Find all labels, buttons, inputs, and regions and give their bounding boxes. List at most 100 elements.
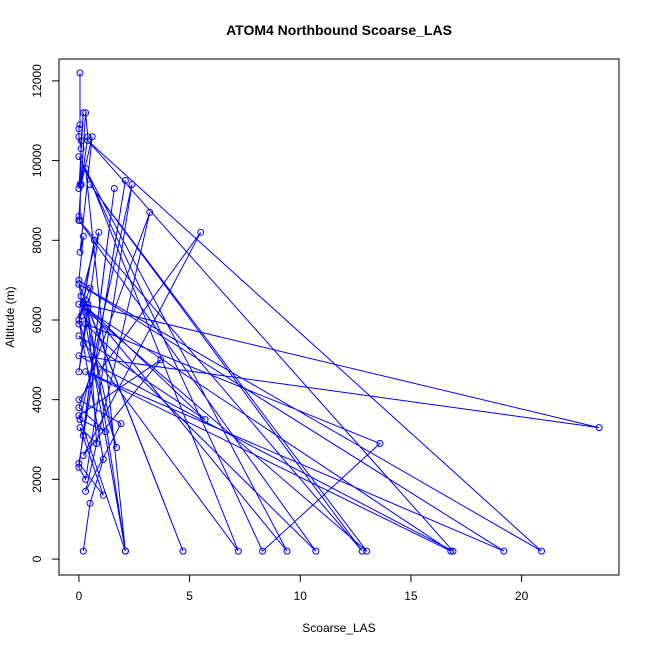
data-point (75, 276, 83, 284)
data-point (376, 440, 384, 447)
data-point (99, 491, 107, 499)
data-point (110, 185, 118, 192)
data-point (77, 292, 85, 300)
data-point (79, 340, 87, 348)
data-point (75, 332, 83, 340)
data-point (75, 125, 83, 133)
data-point (86, 284, 94, 292)
data-point (113, 444, 120, 451)
data-point (82, 165, 90, 173)
data-point (77, 181, 85, 188)
data-point (93, 440, 101, 447)
data-point (84, 300, 92, 308)
y-tick-label: 12000 (30, 64, 44, 98)
data-point (84, 133, 92, 141)
data-point (197, 228, 205, 236)
series-markers (75, 69, 603, 555)
data-point (121, 547, 129, 555)
x-tick-label: 0 (76, 589, 83, 603)
data-point (82, 487, 90, 495)
y-tick-label: 10000 (30, 144, 44, 178)
data-point (76, 416, 84, 424)
data-point (82, 368, 90, 376)
data-point (447, 547, 455, 555)
x-tick-label: 5 (186, 589, 193, 603)
data-point (86, 181, 94, 188)
data-point (99, 455, 107, 463)
data-point (76, 424, 84, 432)
data-point (79, 547, 87, 555)
data-point (363, 547, 371, 555)
data-point (75, 404, 83, 412)
data-point (76, 69, 84, 77)
y-tick-label: 8000 (30, 227, 44, 254)
data-point (128, 181, 136, 188)
data-point (76, 248, 84, 256)
x-tick-label: 15 (404, 589, 418, 603)
data-point (75, 368, 83, 376)
data-point (358, 547, 366, 555)
data-point (595, 424, 603, 432)
y-axis: 0 2000 4000 6000 8000 10000 12000 (30, 64, 60, 562)
x-axis: 0 5 10 15 20 (76, 574, 529, 603)
data-point (75, 316, 83, 324)
data-point (77, 145, 85, 153)
data-point (234, 547, 242, 555)
series-line (78, 72, 600, 552)
data-point (75, 396, 83, 404)
data-point (82, 320, 90, 328)
x-axis-label: Scoarse_LAS (302, 621, 375, 635)
data-point (79, 432, 87, 439)
data-point (259, 547, 267, 555)
data-point (79, 109, 87, 117)
data-point (82, 296, 90, 304)
y-tick-label: 4000 (30, 386, 44, 413)
data-point (283, 547, 291, 555)
data-point (90, 236, 98, 244)
data-point (75, 216, 83, 224)
data-point (146, 208, 154, 216)
x-tick-label: 10 (294, 589, 308, 603)
data-point (75, 153, 83, 161)
data-point (157, 356, 165, 364)
data-point (77, 312, 85, 320)
data-point (102, 428, 109, 436)
data-point (76, 121, 84, 129)
data-point (75, 133, 83, 141)
data-point (79, 300, 87, 308)
y-axis-label: Altitude (m) (3, 286, 17, 347)
data-point (75, 280, 83, 288)
data-point (75, 463, 83, 471)
data-point (86, 499, 94, 507)
data-point (117, 420, 125, 428)
data-point (538, 547, 545, 555)
data-point (75, 352, 83, 360)
data-point (82, 475, 90, 483)
data-point (312, 547, 320, 555)
data-point (75, 459, 83, 467)
y-tick-label: 0 (30, 555, 44, 562)
data-point (79, 452, 87, 459)
y-tick-label: 2000 (30, 466, 44, 493)
data-point (201, 416, 209, 424)
data-point (500, 547, 508, 555)
data-point (77, 137, 85, 145)
x-tick-label: 20 (515, 589, 529, 603)
chart-title: ATOM4 Northbound Scoarse_LAS (226, 22, 452, 38)
data-point (75, 300, 83, 308)
data-point (121, 177, 129, 184)
data-point (75, 320, 83, 328)
data-point (88, 133, 96, 141)
data-point (79, 232, 87, 240)
data-point (82, 109, 90, 117)
data-point (75, 412, 83, 420)
data-point (75, 185, 83, 192)
data-point (84, 304, 92, 312)
data-point (179, 547, 187, 555)
data-point (95, 228, 103, 236)
data-point (449, 547, 457, 555)
data-point (75, 212, 83, 220)
plot-frame (58, 58, 620, 576)
data-point (84, 137, 92, 145)
